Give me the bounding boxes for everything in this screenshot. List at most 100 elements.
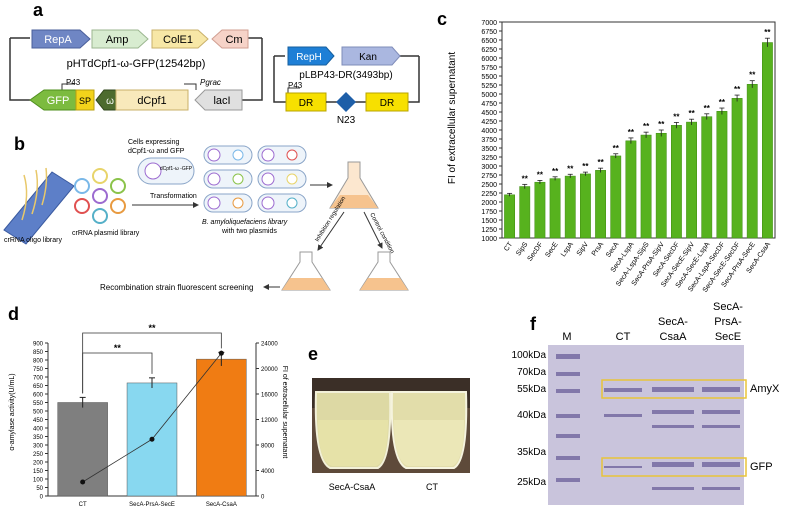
n23-label: N23 bbox=[337, 115, 356, 126]
panel-c-ytick-label: 3000 bbox=[481, 164, 497, 171]
panel-c-ylabel: FI of extracellular supernatant bbox=[447, 52, 458, 185]
library-label-2: with two plasmids bbox=[221, 228, 277, 235]
panel-a: a RepA Amp ColE1 Cm pHTdCpf1-ω-GFP(12542… bbox=[9, 0, 420, 126]
panel-d-left-ytick-label: 200 bbox=[33, 461, 44, 467]
host-cell-plasmid-icon bbox=[144, 162, 162, 180]
panel-c-bar bbox=[519, 186, 531, 239]
host-cell-text: dCpf1-ω -GFP bbox=[160, 166, 193, 172]
reph-gene bbox=[287, 46, 335, 66]
panel-c-significance-label: ** bbox=[643, 122, 650, 131]
control-flask-liquid-icon bbox=[360, 278, 408, 290]
panel-c-bar bbox=[655, 132, 667, 239]
panel-d-right-ytick-label: 20000 bbox=[261, 367, 278, 373]
dcpf1-label: dCpf1 bbox=[137, 95, 166, 107]
gel-bands bbox=[556, 354, 740, 490]
panel-c-bar bbox=[549, 178, 561, 239]
panel-c-category-label: PrsA bbox=[591, 241, 606, 258]
panel-c-ytick-label: 2750 bbox=[481, 173, 497, 180]
panel-f: f M CT SecA- CsaA SecA- PrsA- SecE bbox=[512, 301, 780, 505]
amp-label: Amp bbox=[106, 34, 129, 46]
control-arrow-icon bbox=[363, 211, 383, 249]
laci-gene bbox=[194, 89, 243, 111]
panel-d-left-ytick-label: 150 bbox=[33, 469, 44, 475]
panel-c-significance-label: ** bbox=[764, 28, 771, 37]
panel-c-significance-label: ** bbox=[749, 71, 756, 80]
panel-c-ytick-label: 4500 bbox=[481, 110, 497, 117]
panel-d-left-ytick-label: 50 bbox=[36, 486, 43, 492]
band-label-gfp: GFP bbox=[750, 461, 773, 473]
panel-c-ytick-label: 1250 bbox=[481, 227, 497, 234]
panel-c-ytick-label: 6250 bbox=[481, 47, 497, 54]
plasmid2-name: pLBP43-DR(3493bp) bbox=[299, 70, 392, 81]
panel-c-category-label: SipS bbox=[515, 241, 529, 257]
panel-d-line-point bbox=[218, 350, 224, 356]
screening-label: Recombination strain fluorescent screeni… bbox=[100, 283, 253, 292]
panel-c-ytick-label: 1750 bbox=[481, 209, 497, 216]
panel-d-category-label: CT bbox=[79, 502, 87, 508]
panel-c-ytick-label: 4250 bbox=[481, 119, 497, 126]
cells-label-2: dCpf1-ω and GFP bbox=[128, 148, 185, 155]
marker-35kda: 35kDa bbox=[517, 447, 546, 458]
inhibition-flask-liquid-icon bbox=[282, 278, 330, 290]
panel-d-category-label: SecA-CsaA bbox=[206, 502, 237, 508]
panel-d-left-ytick-label: 0 bbox=[40, 495, 44, 501]
panel-c-bar bbox=[716, 111, 728, 239]
panel-c-bar bbox=[640, 134, 652, 239]
amp-gene bbox=[91, 29, 149, 49]
panel-d-left-ytick-label: 600 bbox=[33, 393, 44, 399]
panel-c-bar bbox=[625, 140, 637, 239]
dcpf1-gene bbox=[115, 89, 189, 111]
panel-c-bar bbox=[686, 121, 697, 239]
panel-c-ytick-label: 2000 bbox=[481, 200, 497, 207]
kan-gene bbox=[341, 46, 401, 66]
cm-label: Cm bbox=[225, 34, 242, 46]
lane-ct-label: CT bbox=[616, 331, 631, 343]
panel-d-significance-label: ** bbox=[114, 343, 122, 353]
panel-c-ytick-label: 2500 bbox=[481, 182, 497, 189]
panel-a-letter: a bbox=[33, 0, 44, 20]
lane-m-label: M bbox=[562, 331, 571, 343]
panel-c-bar bbox=[762, 42, 773, 239]
panel-c-ytick-label: 2250 bbox=[481, 191, 497, 198]
plasmid2-frame bbox=[273, 55, 420, 103]
panel-d-left-ytick-label: 550 bbox=[33, 401, 44, 407]
gfp-label: GFP bbox=[47, 95, 70, 107]
transformation-label: Transformation bbox=[150, 193, 197, 200]
panel-d-significance-bracket bbox=[82, 332, 222, 394]
panel-c-significance-label: ** bbox=[552, 167, 559, 176]
panel-c-significance-label: ** bbox=[613, 144, 620, 153]
panel-c-significance-label: ** bbox=[567, 164, 574, 173]
panel-c-significance-label: ** bbox=[582, 162, 589, 171]
dr2-box bbox=[365, 92, 409, 112]
panel-d: d α-amylase activity(U/mL) FI of extrace… bbox=[8, 304, 288, 508]
panel-d-letter: d bbox=[8, 304, 19, 324]
panel-d-right-ytick-label: 0 bbox=[261, 495, 265, 501]
panel-c-significance-label: ** bbox=[704, 104, 711, 113]
panel-d-left-ytick-label: 650 bbox=[33, 384, 44, 390]
panel-d-left-ytick-label: 800 bbox=[33, 359, 44, 365]
panel-b-letter: b bbox=[14, 134, 25, 154]
plasmid-library-icon bbox=[74, 168, 126, 224]
repa-label: RepA bbox=[44, 34, 72, 46]
lane-seca-prsa-sece-label-1: SecA- bbox=[713, 301, 743, 313]
panel-c-bar bbox=[671, 125, 682, 239]
panel-d-right-ytick-label: 4000 bbox=[261, 469, 275, 475]
marker-100kda: 100kDa bbox=[512, 350, 547, 361]
inhibition-arrow-icon bbox=[317, 211, 345, 251]
library-label: B. amyloliquefaciens library bbox=[202, 219, 288, 226]
lane-seca-csaa-label-1: SecA- bbox=[658, 316, 688, 328]
omega-label: ω bbox=[106, 96, 114, 107]
panel-c-ytick-label: 4750 bbox=[481, 101, 497, 108]
pgrac-promoter-label: Pgrac bbox=[200, 78, 221, 87]
panel-e-letter: e bbox=[308, 344, 318, 364]
oligo-strands-icon bbox=[21, 167, 48, 221]
cole1-gene bbox=[151, 29, 209, 49]
flask-ct-label: CT bbox=[426, 482, 438, 492]
panel-d-left-ytick-label: 750 bbox=[33, 367, 44, 373]
sp-label: SP bbox=[79, 96, 91, 106]
panel-d-line-series bbox=[80, 350, 224, 485]
sp-gene bbox=[75, 89, 95, 111]
lane-seca-csaa-label-2: CsaA bbox=[660, 331, 688, 343]
panel-d-left-ytick-label: 400 bbox=[33, 427, 44, 433]
